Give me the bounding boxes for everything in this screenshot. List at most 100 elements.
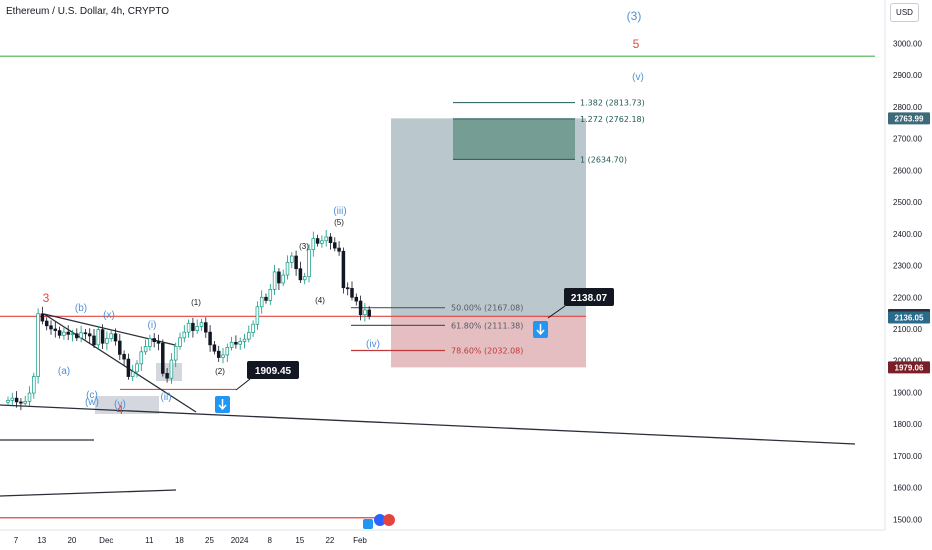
wave-label: (ii): [160, 392, 171, 403]
candle[interactable]: [358, 300, 363, 316]
candle[interactable]: [277, 271, 281, 284]
candle[interactable]: [285, 262, 290, 276]
candle[interactable]: [315, 238, 320, 244]
candle[interactable]: [191, 322, 195, 331]
candle[interactable]: [118, 340, 122, 355]
candle[interactable]: [251, 323, 255, 333]
candle[interactable]: [156, 341, 161, 344]
candle[interactable]: [161, 342, 165, 374]
candle[interactable]: [294, 255, 298, 270]
candle[interactable]: [208, 331, 212, 346]
candle[interactable]: [255, 306, 260, 325]
candle[interactable]: [126, 358, 131, 377]
y-tick-label: 2900.00: [893, 71, 922, 80]
candle[interactable]: [216, 350, 221, 358]
candle[interactable]: [333, 242, 337, 249]
candle[interactable]: [139, 351, 144, 365]
candle[interactable]: [268, 288, 273, 301]
flag-event-icon[interactable]: [374, 514, 386, 526]
candle[interactable]: [113, 333, 118, 342]
candle[interactable]: [367, 309, 371, 317]
candle[interactable]: [135, 363, 139, 373]
flag-event-icon[interactable]: [383, 514, 395, 526]
candle[interactable]: [152, 338, 156, 343]
candle[interactable]: [341, 250, 346, 289]
candle[interactable]: [242, 338, 247, 342]
candle[interactable]: [87, 333, 92, 337]
candle[interactable]: [229, 341, 234, 348]
candle[interactable]: [143, 346, 148, 353]
candle[interactable]: [320, 240, 324, 244]
candle[interactable]: [40, 313, 45, 322]
candle[interactable]: [302, 276, 307, 281]
candle[interactable]: [75, 333, 79, 339]
candle[interactable]: [66, 331, 70, 335]
event-icon[interactable]: [363, 519, 373, 529]
callout-box[interactable]: [247, 361, 299, 379]
candle[interactable]: [62, 331, 66, 336]
candle[interactable]: [324, 236, 328, 242]
candle[interactable]: [259, 296, 264, 308]
candle[interactable]: [92, 335, 96, 346]
candle[interactable]: [173, 346, 178, 361]
candle[interactable]: [247, 332, 251, 340]
candle[interactable]: [53, 328, 58, 331]
candle[interactable]: [122, 354, 126, 360]
candle[interactable]: [100, 329, 105, 344]
candle[interactable]: [19, 401, 23, 404]
candle[interactable]: [27, 392, 32, 402]
candle[interactable]: [23, 400, 27, 404]
candle[interactable]: [44, 320, 49, 327]
candle[interactable]: [272, 271, 277, 290]
candle[interactable]: [10, 397, 15, 401]
candle[interactable]: [204, 322, 208, 333]
candle[interactable]: [337, 247, 341, 252]
candle[interactable]: [199, 322, 204, 327]
candle[interactable]: [57, 330, 62, 336]
candle[interactable]: [234, 341, 238, 345]
candle[interactable]: [212, 344, 217, 352]
candle[interactable]: [165, 373, 169, 379]
candle[interactable]: [36, 313, 40, 377]
candle[interactable]: [298, 268, 303, 281]
candle[interactable]: [281, 274, 285, 284]
candle[interactable]: [70, 333, 75, 336]
candle[interactable]: [83, 332, 88, 335]
trend-line[interactable]: [0, 404, 856, 445]
candle[interactable]: [32, 376, 36, 394]
channel-line[interactable]: [43, 313, 197, 413]
fib-extension-band[interactable]: [453, 118, 575, 160]
currency-button[interactable]: USD: [890, 3, 919, 22]
candle[interactable]: [345, 287, 350, 290]
candle[interactable]: [109, 333, 113, 339]
candle[interactable]: [96, 329, 101, 346]
candle[interactable]: [148, 338, 152, 347]
candle[interactable]: [14, 397, 19, 403]
wave-label: (c): [86, 390, 98, 401]
trend-line[interactable]: [0, 489, 177, 497]
candle[interactable]: [238, 341, 242, 345]
candle[interactable]: [169, 359, 174, 379]
candle[interactable]: [311, 238, 316, 251]
candle[interactable]: [354, 296, 359, 302]
candle[interactable]: [130, 371, 135, 377]
candle[interactable]: [182, 331, 187, 339]
candle[interactable]: [79, 332, 83, 339]
candle[interactable]: [178, 337, 182, 347]
candle[interactable]: [307, 249, 311, 277]
candle[interactable]: [350, 288, 354, 298]
candle[interactable]: [105, 338, 109, 344]
candle[interactable]: [221, 354, 225, 358]
candle[interactable]: [49, 325, 53, 330]
candle[interactable]: [186, 322, 191, 333]
candle[interactable]: [264, 296, 268, 301]
candle[interactable]: [363, 309, 367, 316]
callout-box[interactable]: [564, 288, 614, 306]
x-tick-label: 8: [267, 536, 272, 545]
candle[interactable]: [6, 400, 10, 403]
candle[interactable]: [290, 255, 294, 263]
candle[interactable]: [225, 347, 230, 356]
candle[interactable]: [195, 326, 199, 331]
candle[interactable]: [328, 236, 333, 244]
